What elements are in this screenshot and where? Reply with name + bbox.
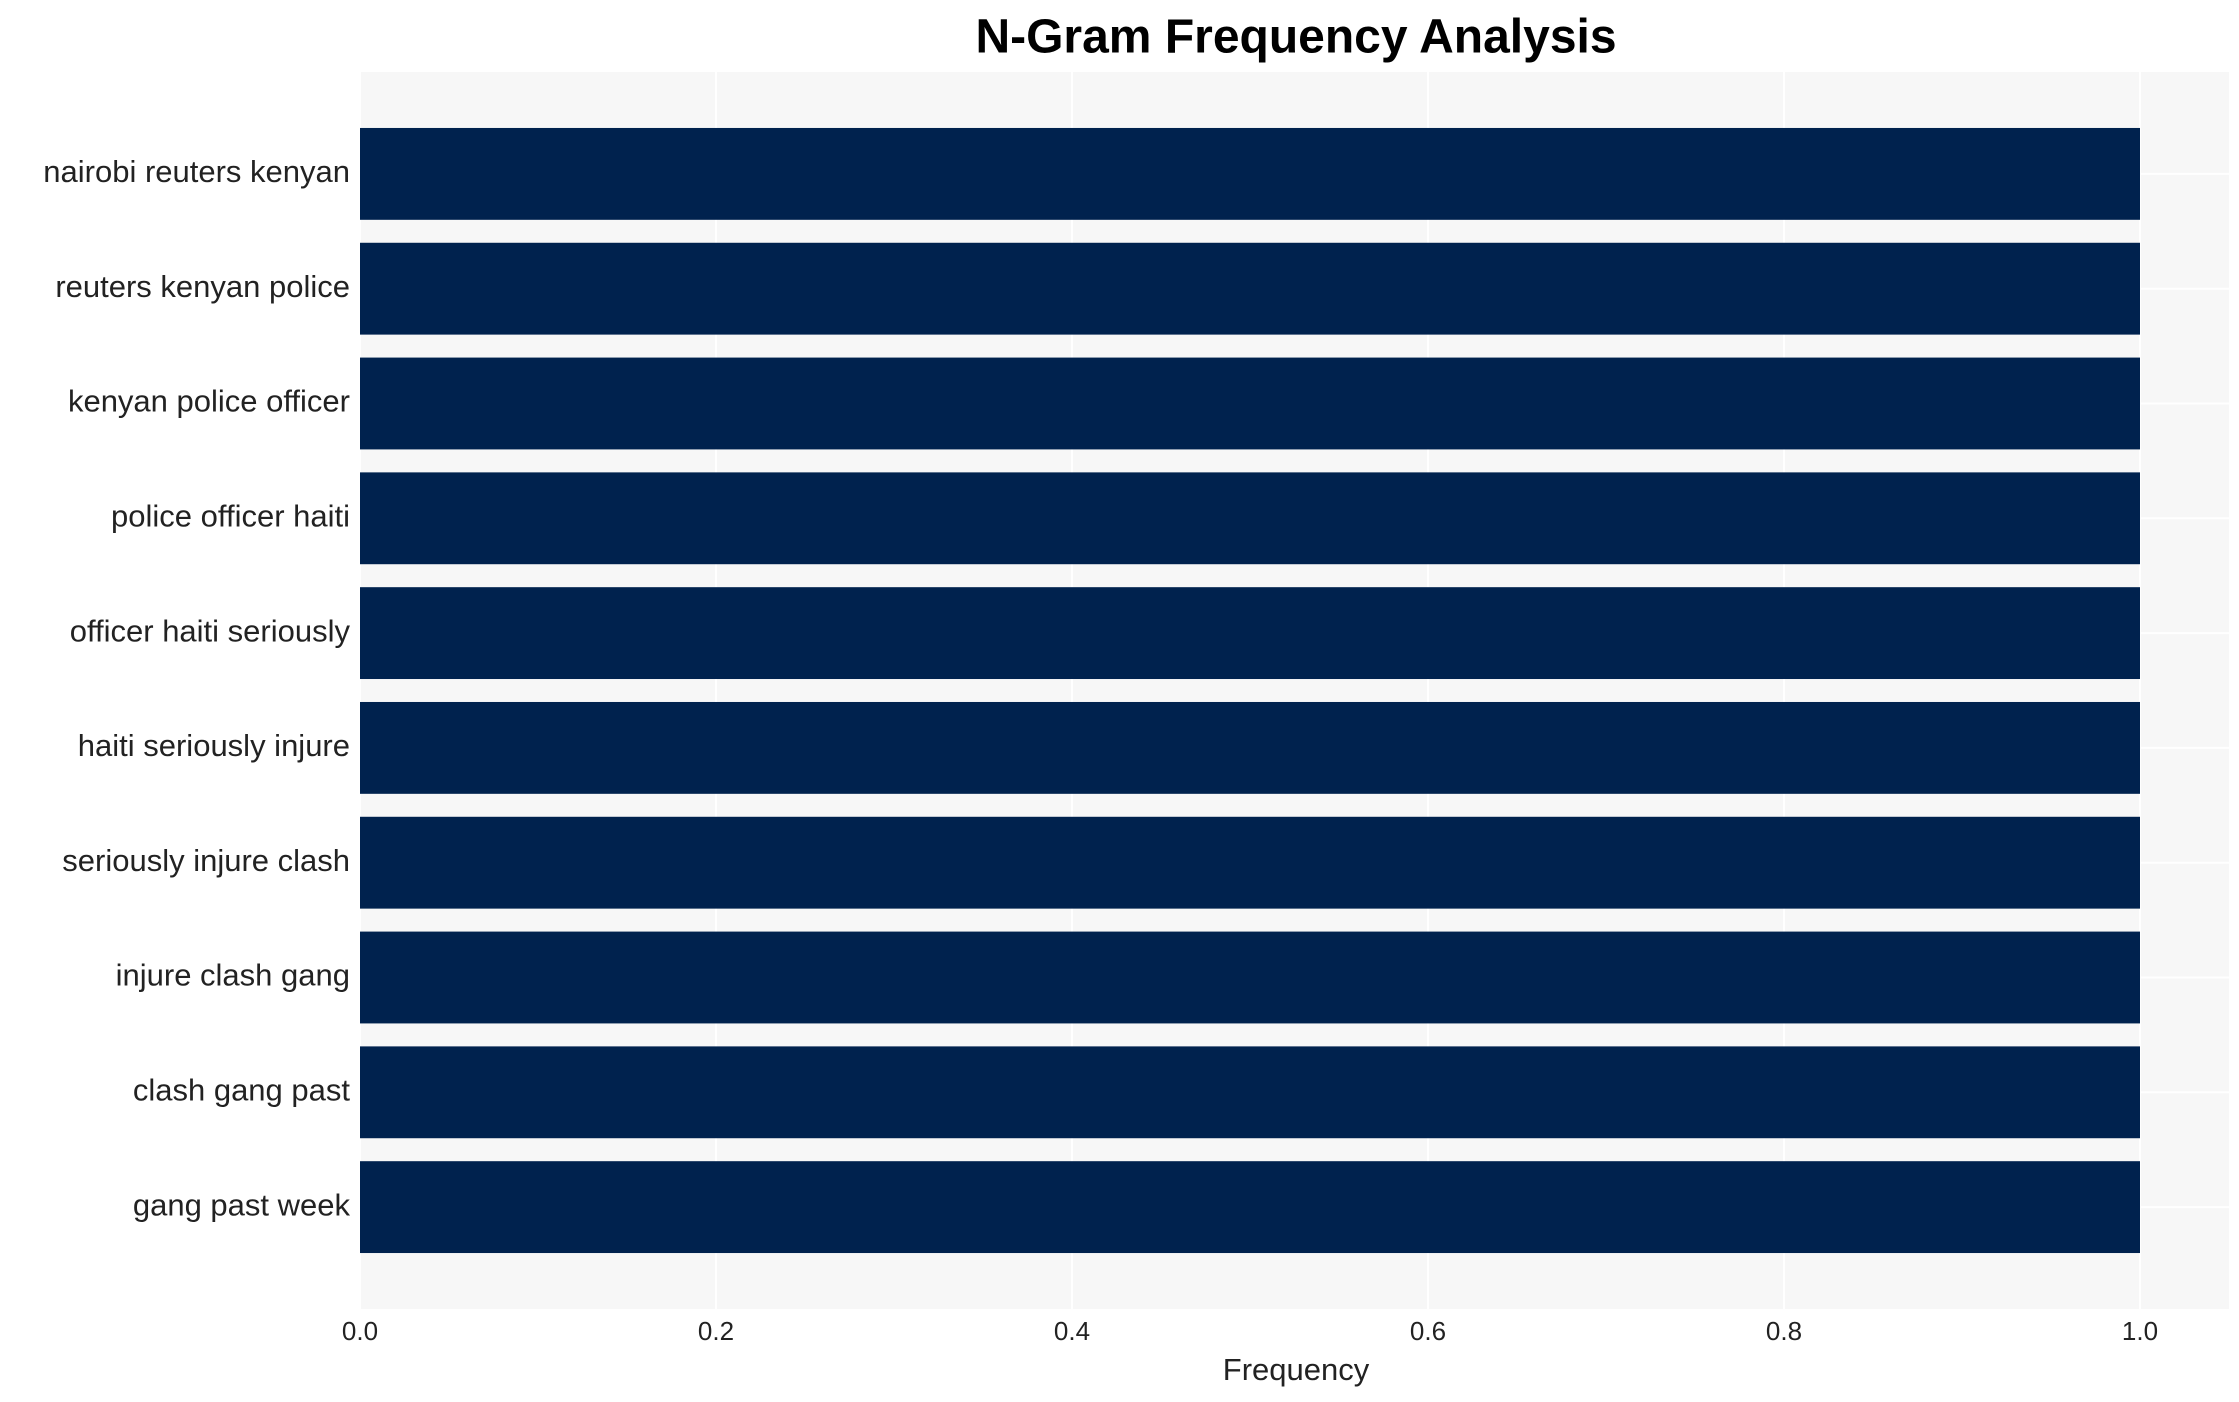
y-tick-label: kenyan police officer [68, 384, 350, 419]
y-tick-label: nairobi reuters kenyan [43, 154, 350, 189]
x-tick-label: 0.2 [698, 1316, 734, 1346]
y-tick-label: seriously injure clash [62, 843, 350, 878]
bar [360, 701, 2140, 794]
bar [360, 127, 2140, 220]
bar [360, 931, 2140, 1024]
bar [360, 1046, 2140, 1139]
y-tick-label: officer haiti seriously [70, 613, 351, 648]
y-tick-label: police officer haiti [111, 498, 350, 533]
x-tick-label: 0.8 [1766, 1316, 1802, 1346]
bar [360, 357, 2140, 450]
y-tick-label: reuters kenyan police [55, 269, 350, 304]
x-tick-label: 0.0 [342, 1316, 378, 1346]
y-tick-label: clash gang past [133, 1072, 351, 1107]
y-tick-label: injure clash gang [116, 958, 350, 993]
x-tick-label: 1.0 [2122, 1316, 2158, 1346]
x-tick-label: 0.4 [1054, 1316, 1090, 1346]
bar [360, 587, 2140, 680]
x-tick-label: 0.6 [1410, 1316, 1446, 1346]
bar [360, 472, 2140, 565]
bar [360, 816, 2140, 909]
x-axis-label: Frequency [1223, 1352, 1370, 1387]
y-tick-label: gang past week [133, 1187, 351, 1222]
bar [360, 242, 2140, 335]
y-tick-label: haiti seriously injure [78, 728, 350, 763]
bar [360, 1161, 2140, 1254]
chart-title: N-Gram Frequency Analysis [975, 11, 1616, 64]
